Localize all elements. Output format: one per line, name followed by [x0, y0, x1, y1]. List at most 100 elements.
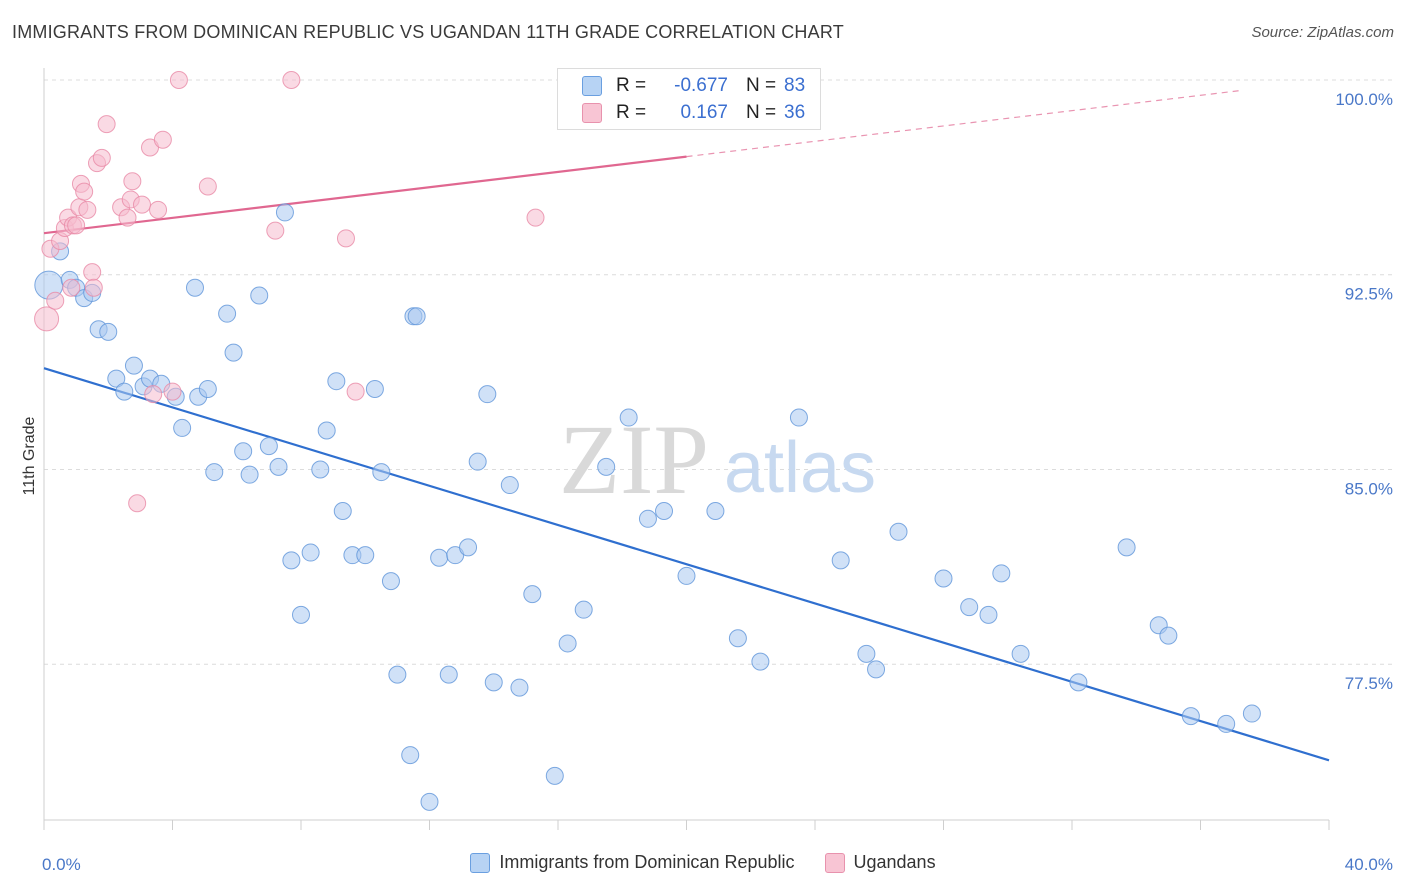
point-dominican	[356, 546, 375, 565]
point-dominican	[407, 307, 426, 326]
point-dominican	[459, 538, 478, 557]
point-dominican	[301, 543, 320, 562]
y-tick-label: 77.5%	[1345, 674, 1393, 693]
point-dominican	[1159, 626, 1178, 645]
point-dominican	[198, 379, 217, 398]
point-ugandans	[84, 278, 103, 297]
point-dominican	[867, 660, 886, 679]
stats-row-dominican: R = -0.677 N = 83	[582, 73, 805, 99]
watermark-atlas: atlas	[724, 428, 876, 508]
point-dominican	[107, 369, 126, 388]
r-value: 0.167	[680, 102, 728, 123]
point-dominican	[1217, 714, 1236, 733]
point-ugandans	[144, 385, 163, 404]
point-dominican	[420, 792, 439, 811]
r-label: R =	[616, 102, 647, 123]
point-dominican	[205, 463, 224, 482]
y-tick-label: 85.0%	[1345, 479, 1393, 498]
y-tick-label: 92.5%	[1345, 285, 1393, 304]
point-dominican	[992, 564, 1011, 583]
point-ugandans	[153, 130, 172, 149]
chart-title: IMMIGRANTS FROM DOMINICAN REPUBLIC VS UG…	[12, 22, 844, 42]
point-dominican	[831, 551, 850, 570]
point-dominican	[292, 605, 310, 624]
legend-swatch-dominican	[470, 852, 491, 873]
point-dominican	[99, 322, 118, 341]
point-dominican	[115, 382, 134, 401]
x-tick-label: 0.0%	[42, 855, 81, 874]
point-dominican	[523, 585, 542, 604]
point-dominican	[381, 572, 400, 591]
point-dominican	[558, 634, 577, 653]
source-label: Source: ZipAtlas.com	[1251, 24, 1394, 41]
y-tick-label: 100.0%	[1335, 90, 1393, 109]
n-label: N =	[746, 102, 777, 123]
point-dominican	[173, 418, 192, 437]
point-dominican	[468, 452, 487, 471]
point-dominican	[185, 278, 204, 297]
data-points	[34, 71, 1261, 811]
trend-line-ugandans	[43, 155, 687, 235]
point-dominican	[259, 437, 278, 456]
point-dominican	[1181, 707, 1200, 726]
n-label: N =	[746, 75, 777, 96]
legend-label-dominican: Immigrants from Dominican Republic	[499, 852, 795, 872]
point-dominican	[751, 652, 770, 671]
trend-line-dominican	[43, 367, 1330, 762]
point-ugandans	[92, 148, 111, 167]
trend-lines	[43, 90, 1330, 762]
point-ugandans	[346, 382, 365, 401]
legend: Immigrants from Dominican Republic Ugand…	[0, 852, 1406, 873]
legend-item-ugandans[interactable]: Ugandans	[824, 852, 936, 873]
point-dominican	[638, 509, 657, 528]
point-dominican	[1117, 538, 1136, 557]
point-ugandans	[118, 208, 137, 227]
point-dominican	[619, 408, 638, 427]
legend-swatch-ugandans	[824, 852, 845, 873]
point-dominican	[250, 286, 269, 305]
point-ugandans	[97, 115, 116, 134]
point-ugandans	[336, 229, 355, 248]
point-dominican	[282, 551, 301, 570]
legend-item-dominican[interactable]: Immigrants from Dominican Republic	[470, 852, 795, 873]
point-ugandans	[34, 306, 60, 332]
point-dominican	[430, 548, 449, 567]
x-tick-label: 40.0%	[1345, 855, 1393, 874]
point-ugandans	[198, 177, 217, 196]
point-dominican	[545, 766, 564, 785]
point-ugandans	[67, 216, 86, 235]
point-dominican	[365, 379, 384, 398]
point-dominican	[934, 569, 953, 588]
y-axis-label: 11th Grade	[21, 416, 38, 495]
stats-row-ugandans: R = 0.167 N = 36	[582, 100, 805, 126]
point-ugandans	[75, 182, 94, 201]
trend-line-ugandans-extension	[686, 90, 1240, 158]
point-dominican	[574, 600, 593, 619]
point-dominican	[677, 566, 696, 585]
point-dominican	[478, 385, 497, 404]
point-dominican	[1011, 644, 1030, 663]
point-dominican	[317, 421, 336, 440]
point-dominican	[439, 665, 458, 684]
point-dominican	[275, 203, 294, 222]
point-dominican	[510, 678, 529, 697]
point-dominican	[240, 465, 259, 484]
point-dominican	[401, 746, 420, 765]
point-dominican	[789, 408, 808, 427]
stats-swatch-ugandans	[582, 103, 602, 123]
point-dominican	[706, 502, 725, 521]
point-dominican	[218, 304, 237, 323]
r-value: -0.677	[674, 75, 728, 96]
point-dominican	[269, 457, 288, 476]
grid-lines	[44, 79, 1392, 665]
point-dominican	[857, 644, 876, 663]
point-ugandans	[123, 172, 142, 191]
point-dominican	[224, 343, 243, 362]
point-ugandans	[169, 71, 188, 89]
point-dominican	[979, 605, 998, 624]
point-ugandans	[128, 494, 147, 513]
point-ugandans	[163, 382, 182, 401]
point-dominican	[234, 442, 253, 461]
n-value: 83	[784, 75, 806, 96]
